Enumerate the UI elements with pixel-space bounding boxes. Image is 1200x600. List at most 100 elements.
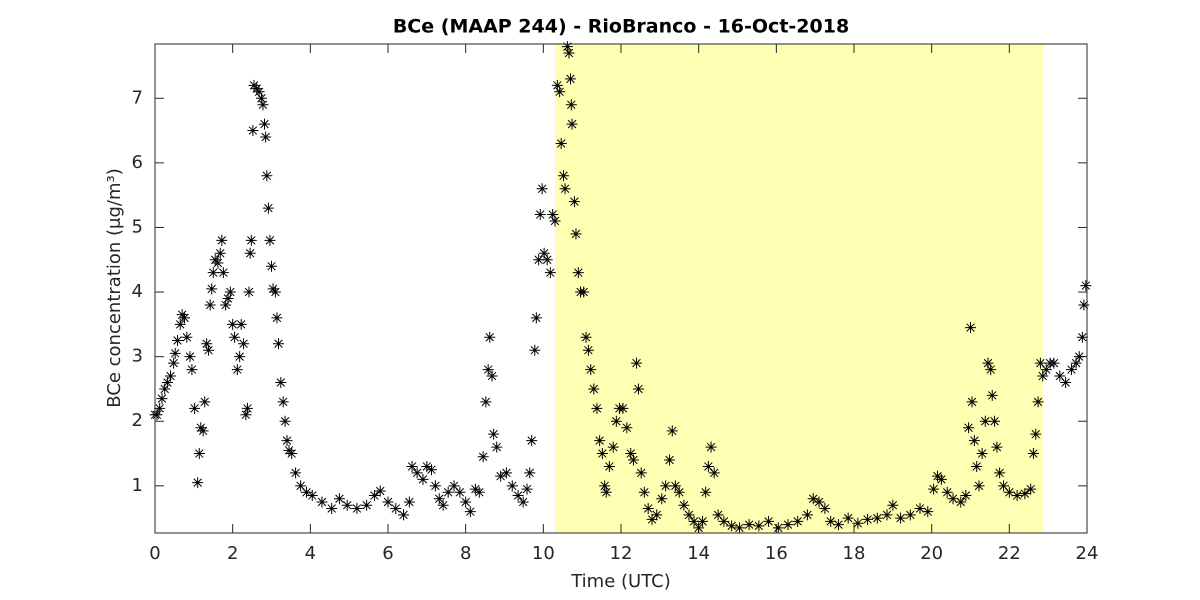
data-point <box>398 509 410 521</box>
data-point <box>922 506 934 518</box>
data-point <box>544 267 556 279</box>
data-point <box>700 486 712 498</box>
data-point <box>530 312 542 324</box>
data-point <box>411 467 423 479</box>
data-point <box>341 499 353 511</box>
data-point <box>403 496 415 508</box>
data-point <box>181 331 193 343</box>
data-point <box>220 299 232 311</box>
data-point <box>437 499 449 511</box>
data-point <box>599 480 611 492</box>
data-point <box>1003 486 1015 498</box>
data-point <box>801 509 813 521</box>
data-point <box>947 493 959 505</box>
data-point <box>973 480 985 492</box>
data-point <box>526 435 538 447</box>
data-point <box>454 486 466 498</box>
data-point <box>156 393 168 405</box>
data-point <box>621 422 633 434</box>
data-point <box>881 509 893 521</box>
data-point <box>928 483 940 495</box>
data-point <box>257 99 269 111</box>
data-point <box>935 473 947 485</box>
data-point <box>982 357 994 369</box>
data-point <box>174 318 186 330</box>
data-point <box>460 496 472 508</box>
data-point <box>245 234 257 246</box>
data-point <box>260 131 272 143</box>
y-tick-label: 3 <box>132 346 143 367</box>
data-point <box>241 402 253 414</box>
data-point <box>275 376 287 388</box>
y-tick-label: 2 <box>132 410 143 431</box>
data-point <box>580 331 592 343</box>
data-point <box>267 283 279 295</box>
data-point <box>660 480 672 492</box>
data-point <box>271 312 283 324</box>
data-point <box>712 509 724 521</box>
data-point <box>998 480 1010 492</box>
data-point <box>417 473 429 485</box>
data-point <box>534 209 546 221</box>
data-point <box>179 312 191 324</box>
data-point <box>989 415 1001 427</box>
data-point <box>203 344 215 356</box>
y-tick-label: 1 <box>132 475 143 496</box>
data-point <box>169 347 181 359</box>
data-point <box>1025 483 1037 495</box>
data-point <box>269 286 281 298</box>
data-point <box>491 441 503 453</box>
data-point <box>963 422 975 434</box>
data-point <box>529 344 541 356</box>
data-point <box>638 486 650 498</box>
data-point <box>477 451 489 463</box>
x-tick-label: 0 <box>149 543 160 564</box>
data-point <box>192 477 204 489</box>
data-point <box>495 470 507 482</box>
data-point <box>482 364 494 376</box>
data-point <box>165 370 177 382</box>
data-point <box>664 454 676 466</box>
data-point <box>549 215 561 227</box>
data-point <box>842 512 854 524</box>
data-point <box>572 267 584 279</box>
data-point <box>705 441 717 453</box>
data-point <box>968 435 980 447</box>
data-point <box>184 351 196 363</box>
data-point <box>406 460 418 472</box>
data-point <box>351 502 363 514</box>
data-point <box>1027 448 1039 460</box>
data-point <box>247 125 259 137</box>
data-point <box>1048 357 1060 369</box>
data-point <box>442 486 454 498</box>
data-point <box>585 364 597 376</box>
data-point <box>480 396 492 408</box>
data-point <box>262 202 274 214</box>
data-point <box>264 234 276 246</box>
data-point <box>646 513 658 525</box>
data-point <box>825 515 837 527</box>
data-point <box>333 493 345 505</box>
data-point <box>733 522 745 534</box>
data-point <box>642 502 654 514</box>
data-point <box>227 318 239 330</box>
data-point <box>361 499 373 511</box>
data-point <box>625 448 637 460</box>
data-point <box>976 448 988 460</box>
data-point <box>197 425 209 437</box>
data-point <box>231 364 243 376</box>
data-point <box>568 196 580 208</box>
data-point <box>792 515 804 527</box>
data-point <box>524 467 536 479</box>
data-point <box>763 515 775 527</box>
data-point <box>708 467 720 479</box>
data-point <box>1076 331 1088 343</box>
data-point <box>488 428 500 440</box>
shaded-region <box>554 44 1044 533</box>
data-point <box>561 41 573 53</box>
data-point <box>295 480 307 492</box>
data-point <box>862 513 874 525</box>
data-point <box>151 409 163 421</box>
